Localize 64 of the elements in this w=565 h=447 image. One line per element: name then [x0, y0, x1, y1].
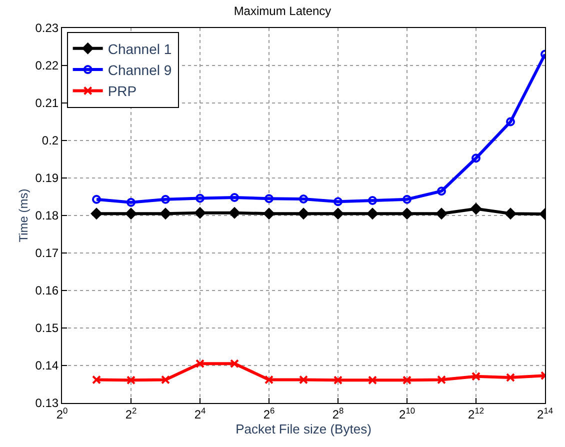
point — [334, 376, 342, 385]
point — [92, 375, 101, 384]
point — [368, 196, 377, 205]
x-tick-label: 2$^{8}$ — [332, 405, 344, 422]
point — [402, 376, 412, 385]
point — [334, 197, 342, 206]
y-tick-label: 0.16 — [35, 284, 59, 298]
point — [264, 194, 274, 204]
point — [298, 208, 310, 220]
point — [472, 372, 480, 381]
x-tick-label: 2$^{2}$ — [125, 405, 138, 422]
point — [90, 208, 102, 220]
y-tick-label: 0.19 — [35, 171, 59, 186]
y-axis-title: Time (ms) — [16, 188, 31, 242]
legend-label: PRP — [108, 83, 137, 100]
point — [332, 208, 344, 220]
legend-label: Channel 1 — [108, 40, 172, 57]
point — [160, 208, 172, 220]
point — [126, 198, 136, 207]
point — [228, 207, 240, 218]
x-axis-title: Packet File size (Bytes) — [236, 421, 372, 436]
point — [299, 194, 308, 204]
y-tick-label: 0.22 — [35, 58, 59, 73]
x-tick-label: 2$^{4}$ — [194, 405, 206, 422]
point — [299, 375, 308, 384]
point — [401, 208, 413, 220]
y-tick-label: 0.18 — [35, 208, 59, 223]
point — [196, 194, 204, 203]
point — [264, 375, 274, 384]
point — [470, 203, 482, 214]
y-tick-label: 0.21 — [35, 96, 59, 110]
x-tick-label: 2$^{6}$ — [263, 405, 276, 422]
point — [402, 194, 412, 204]
point — [504, 208, 516, 220]
point — [92, 194, 101, 204]
point — [194, 207, 206, 218]
legend-label: Channel 9 — [108, 62, 172, 78]
point — [368, 376, 377, 385]
x-tick-label: 2$^{14}$ — [536, 405, 554, 422]
y-tick-label: 0.23 — [35, 21, 59, 36]
point — [230, 193, 239, 202]
point — [161, 194, 170, 204]
point — [506, 373, 515, 382]
y-tick-label: 0.2 — [42, 134, 59, 148]
point — [161, 375, 170, 384]
point — [366, 208, 378, 220]
point — [506, 117, 515, 126]
y-tick-label: 0.17 — [35, 246, 59, 260]
y-tick-label: 0.13 — [35, 396, 59, 410]
x-tick-label: 2$^{10}$ — [398, 405, 416, 422]
x-tick-label: 2$^{12}$ — [468, 405, 484, 422]
y-tick-label: 0.15 — [35, 321, 59, 336]
point — [472, 154, 480, 163]
point — [125, 208, 137, 220]
point — [437, 375, 446, 384]
point — [436, 208, 448, 220]
point — [263, 208, 275, 220]
x-tick-label: 2$^{0}$ — [56, 405, 68, 422]
y-tick-label: 0.14 — [35, 358, 59, 373]
point — [196, 359, 204, 368]
point — [437, 186, 446, 196]
point — [230, 359, 239, 368]
point — [126, 376, 136, 385]
chart-title: Maximum Latency — [234, 4, 332, 18]
